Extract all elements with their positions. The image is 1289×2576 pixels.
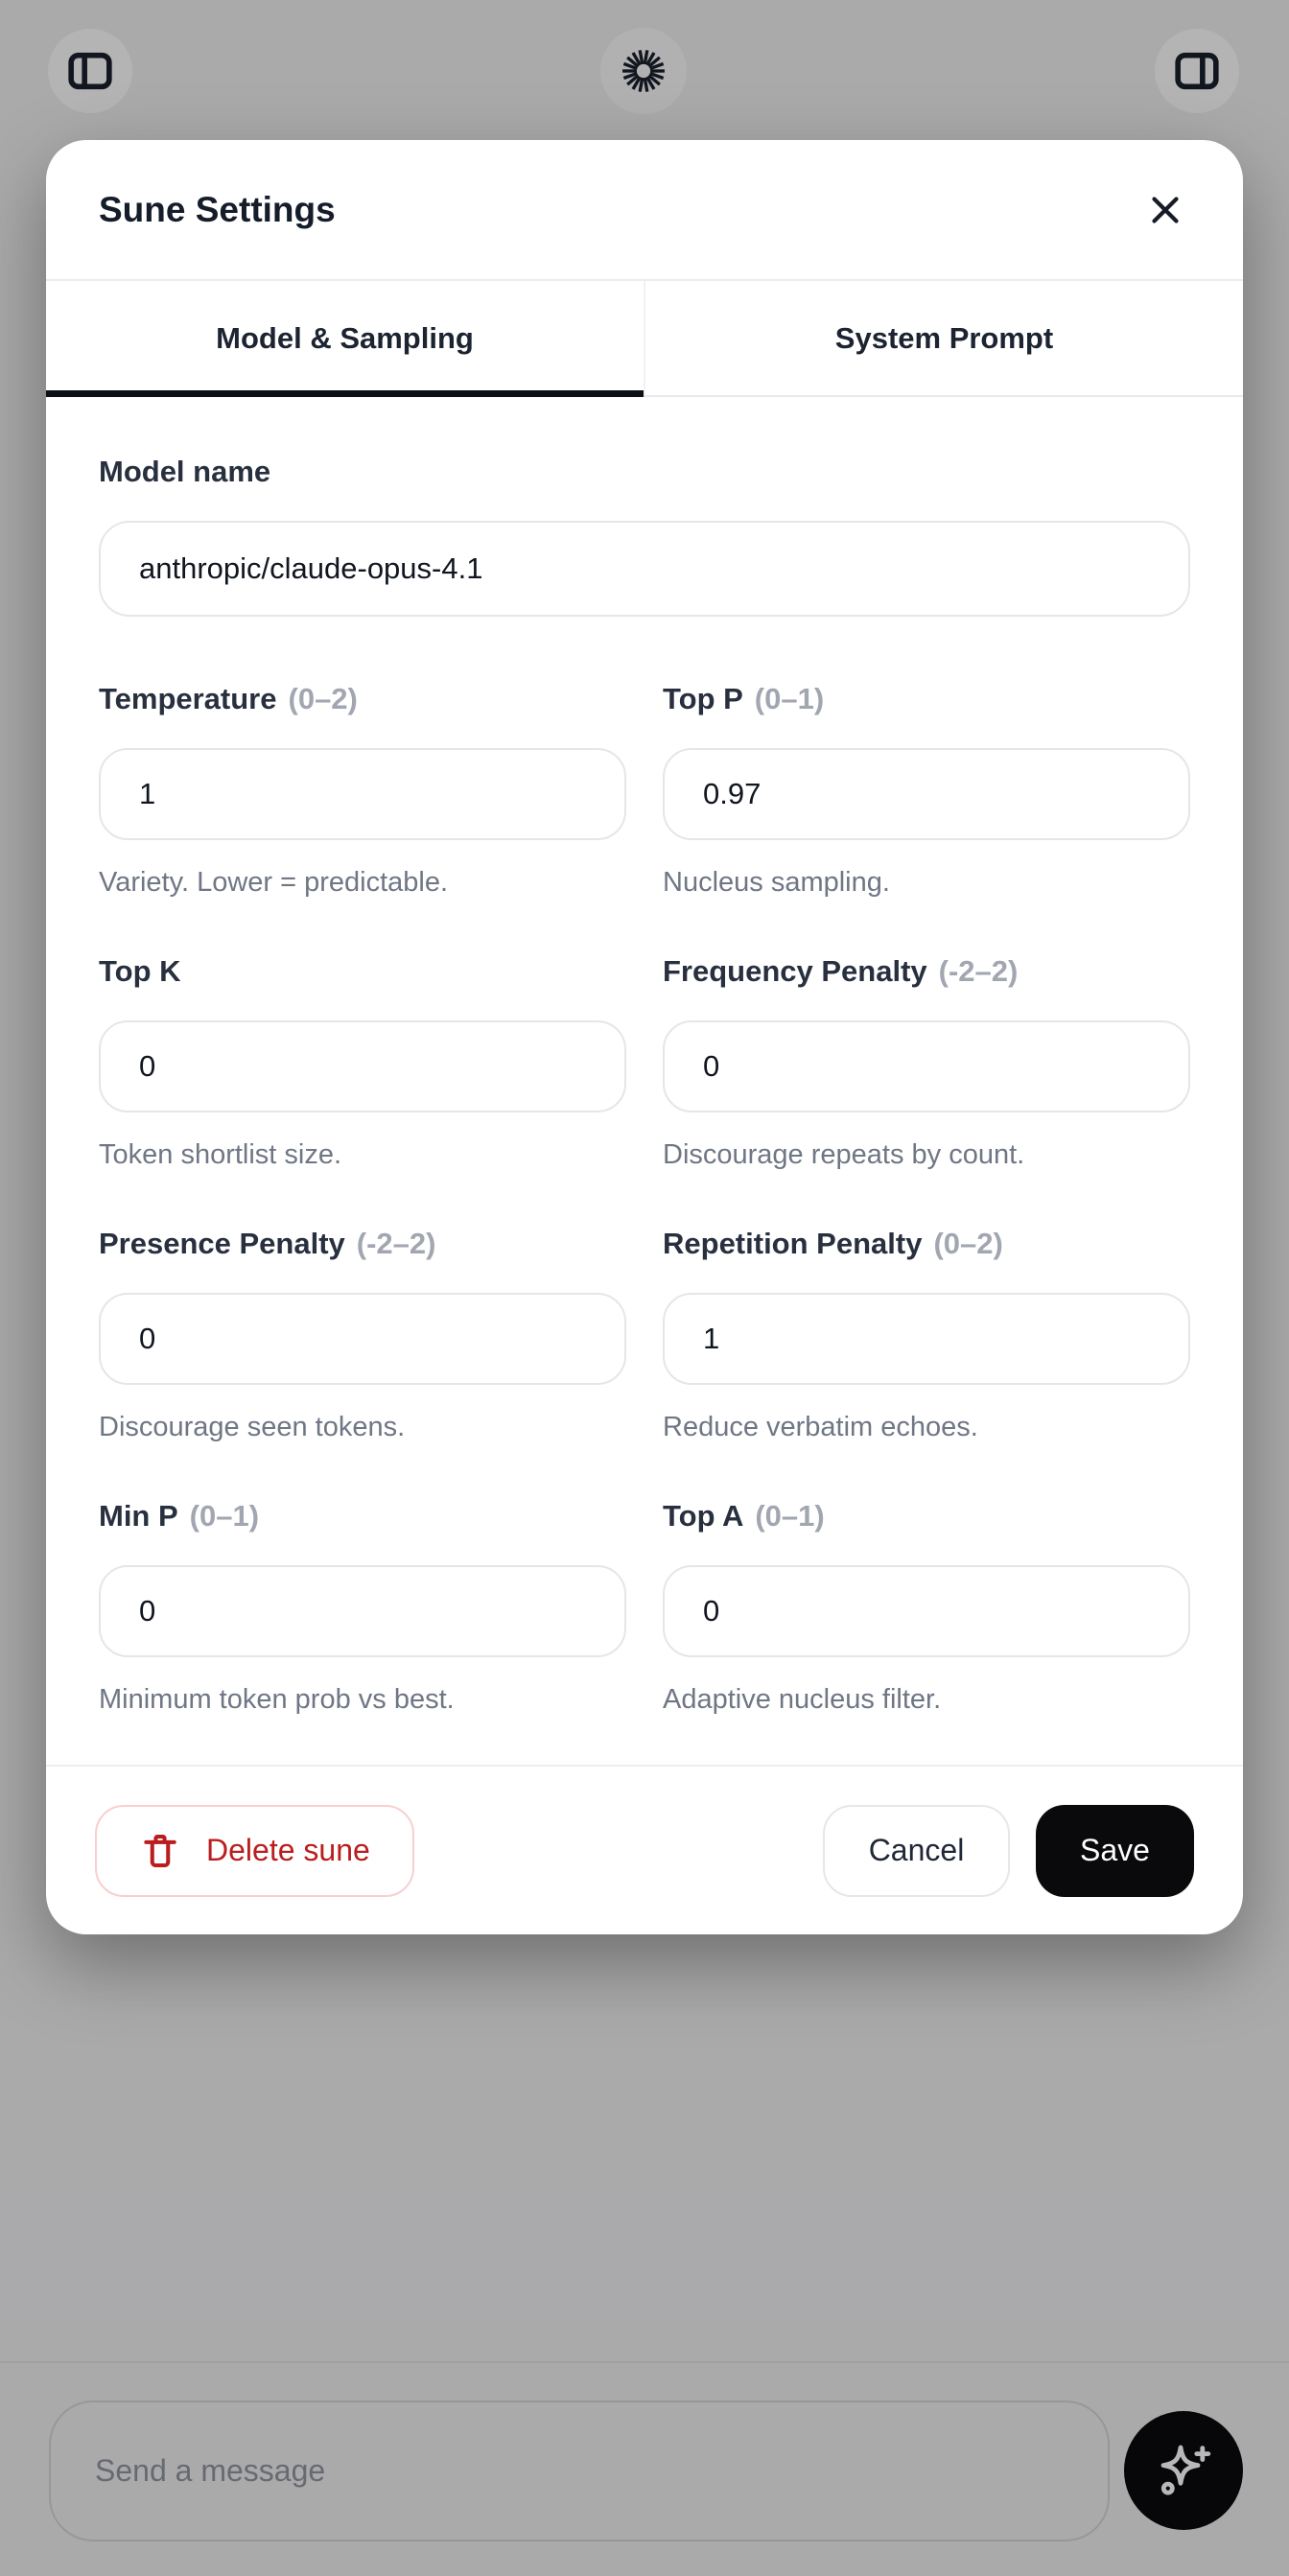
- frequency-penalty-range: (-2–2): [938, 954, 1019, 988]
- frequency-penalty-hint: Discourage repeats by count.: [663, 1139, 1025, 1170]
- field-top-a: Top A (0–1) Adaptive nucleus filter.: [663, 1495, 1190, 1719]
- repetition-penalty-input[interactable]: [663, 1293, 1190, 1385]
- starburst-icon: [622, 50, 665, 92]
- temperature-range: (0–2): [288, 682, 358, 715]
- message-input[interactable]: [49, 2400, 1110, 2541]
- repetition-penalty-range: (0–2): [933, 1227, 1003, 1260]
- model-name-input[interactable]: [99, 521, 1190, 617]
- delete-sune-label: Delete sune: [206, 1833, 370, 1867]
- top-a-input[interactable]: [663, 1565, 1190, 1657]
- temperature-input[interactable]: [99, 748, 626, 840]
- field-presence-penalty: Presence Penalty (-2–2) Discourage seen t…: [99, 1223, 626, 1446]
- modal-title: Sune Settings: [99, 189, 336, 229]
- top-k-hint: Token shortlist size.: [99, 1139, 342, 1170]
- field-frequency-penalty: Frequency Penalty (-2–2) Discourage repea…: [663, 950, 1190, 1174]
- top-p-input[interactable]: [663, 748, 1190, 840]
- presence-penalty-range: (-2–2): [356, 1227, 436, 1260]
- repetition-penalty-label: Repetition Penalty: [663, 1227, 923, 1260]
- top-k-input[interactable]: [99, 1020, 626, 1112]
- model-name-label: Model name: [99, 455, 271, 488]
- save-button[interactable]: Save: [1036, 1804, 1194, 1897]
- min-p-label: Min P: [99, 1499, 178, 1533]
- sune-settings-modal: Sune Settings Model & Sampling System Pr…: [46, 140, 1243, 1934]
- repetition-penalty-hint: Reduce verbatim echoes.: [663, 1412, 978, 1442]
- close-icon: [1152, 196, 1179, 223]
- model-name-section: Model name: [99, 451, 1190, 617]
- field-repetition-penalty: Repetition Penalty (0–2) Reduce verbatim …: [663, 1223, 1190, 1446]
- top-p-label: Top P: [663, 682, 743, 715]
- trash-icon: [144, 1834, 176, 1867]
- top-a-label: Top A: [663, 1499, 744, 1533]
- min-p-range: (0–1): [189, 1499, 260, 1533]
- presence-penalty-label: Presence Penalty: [99, 1227, 345, 1260]
- modal-header: Sune Settings: [46, 140, 1243, 281]
- presence-penalty-input[interactable]: [99, 1293, 626, 1385]
- presence-penalty-hint: Discourage seen tokens.: [99, 1412, 406, 1442]
- field-top-p: Top P (0–1) Nucleus sampling.: [663, 678, 1190, 902]
- sampling-grid: Temperature (0–2) Variety. Lower = predic…: [99, 678, 1190, 1765]
- left-panel-toggle-button[interactable]: [48, 29, 132, 113]
- delete-sune-button[interactable]: Delete sune: [95, 1804, 414, 1897]
- close-button[interactable]: [1134, 178, 1197, 242]
- field-top-k: Top K Token shortlist size.: [99, 950, 626, 1174]
- sparkle-icon: [1160, 2445, 1211, 2495]
- sidebar-right-icon: [1175, 52, 1219, 90]
- send-message-button[interactable]: [1124, 2411, 1243, 2530]
- modal-footer: Delete sune Cancel Save: [46, 1765, 1243, 1934]
- settings-tabs: Model & Sampling System Prompt: [46, 281, 1243, 397]
- field-min-p: Min P (0–1) Minimum token prob vs best.: [99, 1495, 626, 1719]
- top-a-hint: Adaptive nucleus filter.: [663, 1684, 942, 1715]
- burst-loading-button[interactable]: [600, 28, 687, 114]
- temperature-hint: Variety. Lower = predictable.: [99, 867, 449, 898]
- sidebar-left-icon: [68, 52, 112, 90]
- message-composer: [0, 2361, 1289, 2576]
- frequency-penalty-label: Frequency Penalty: [663, 954, 927, 988]
- right-panel-toggle-button[interactable]: [1155, 29, 1239, 113]
- frequency-penalty-input[interactable]: [663, 1020, 1190, 1112]
- tab-system-prompt[interactable]: System Prompt: [644, 281, 1243, 395]
- modal-body: Model name Temperature (0–2) Variety. Low…: [46, 397, 1243, 1765]
- top-p-hint: Nucleus sampling.: [663, 867, 890, 898]
- top-p-range: (0–1): [754, 682, 825, 715]
- tab-model-and-sampling[interactable]: Model & Sampling: [46, 281, 644, 397]
- min-p-input[interactable]: [99, 1565, 626, 1657]
- temperature-label: Temperature: [99, 682, 277, 715]
- cancel-button[interactable]: Cancel: [823, 1804, 1010, 1897]
- min-p-hint: Minimum token prob vs best.: [99, 1684, 455, 1715]
- field-temperature: Temperature (0–2) Variety. Lower = predic…: [99, 678, 626, 902]
- top-a-range: (0–1): [755, 1499, 825, 1533]
- top-k-label: Top K: [99, 954, 181, 988]
